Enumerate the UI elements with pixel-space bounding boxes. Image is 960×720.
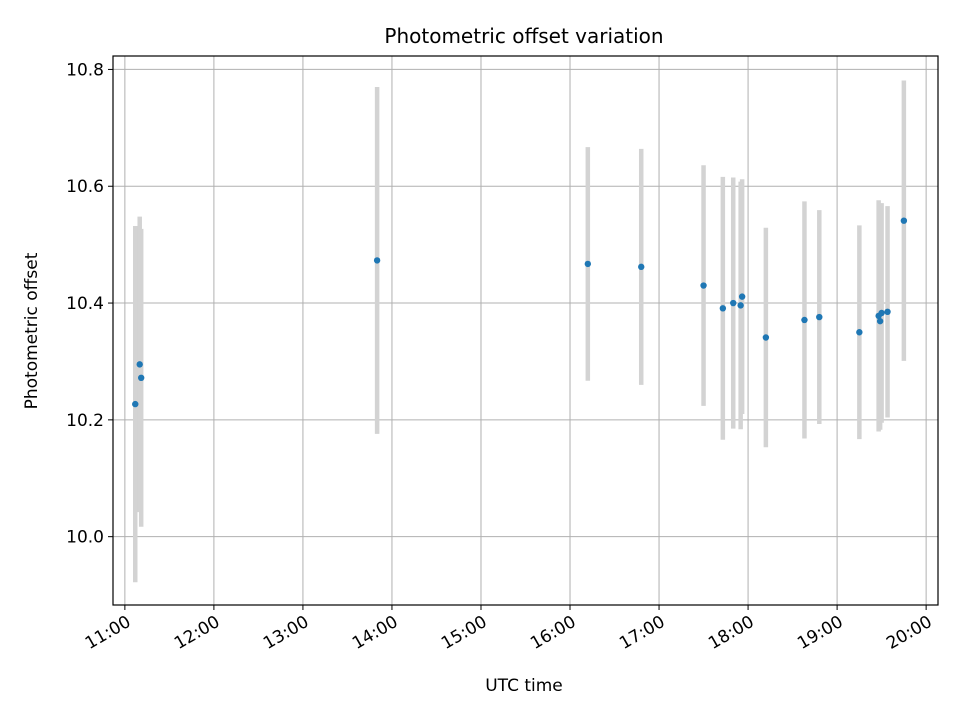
data-point bbox=[878, 309, 885, 317]
data-point bbox=[900, 217, 908, 224]
data-point bbox=[700, 282, 707, 289]
y-tick-label: 10.4 bbox=[66, 294, 104, 314]
data-point bbox=[638, 263, 645, 271]
y-tick-label: 10.6 bbox=[66, 177, 104, 197]
y-tick-label: 10.2 bbox=[66, 411, 104, 431]
x-tick-label: 15:00 bbox=[438, 612, 490, 654]
data-point bbox=[584, 260, 592, 268]
x-tick-label: 18:00 bbox=[705, 612, 757, 654]
plot-frame bbox=[112, 55, 939, 606]
x-tick-label: 16:00 bbox=[527, 612, 579, 654]
y-axis-label: Photometric offset bbox=[22, 252, 42, 409]
data-point bbox=[738, 293, 746, 300]
data-point bbox=[816, 313, 823, 321]
data-point bbox=[137, 374, 145, 382]
data-point bbox=[737, 302, 744, 309]
x-tick-label: 12:00 bbox=[171, 612, 223, 654]
data-points bbox=[132, 217, 908, 408]
x-tick-label: 14:00 bbox=[349, 612, 401, 654]
y-tick-label: 10.0 bbox=[66, 528, 104, 548]
data-point bbox=[136, 361, 143, 368]
data-point bbox=[762, 334, 770, 341]
error-bars bbox=[133, 80, 907, 583]
data-point bbox=[856, 329, 863, 336]
x-tick-label: 17:00 bbox=[616, 612, 668, 654]
data-point bbox=[719, 305, 727, 312]
x-tick-label: 11:00 bbox=[82, 612, 134, 654]
data-point bbox=[876, 317, 884, 325]
data-point bbox=[373, 257, 381, 264]
data-point bbox=[801, 316, 808, 324]
chart-title: Photometric offset variation bbox=[384, 24, 663, 48]
x-tick-label: 13:00 bbox=[260, 612, 312, 654]
x-tick-label: 19:00 bbox=[794, 612, 846, 654]
data-point bbox=[730, 299, 737, 307]
x-axis-label: UTC time bbox=[485, 676, 563, 696]
data-point bbox=[884, 308, 891, 316]
x-tick-label: 20:00 bbox=[883, 612, 935, 654]
x-axis-ticks: 11:00 12:00 13:00 14:00 15:00 16:00 17:00 18:00… bbox=[82, 605, 936, 654]
y-axis-ticks: 10.0 10.2 10.4 10.6 10.8 bbox=[66, 60, 113, 548]
y-tick-label: 10.8 bbox=[66, 60, 104, 80]
grid bbox=[113, 56, 938, 605]
data-point bbox=[132, 400, 139, 408]
